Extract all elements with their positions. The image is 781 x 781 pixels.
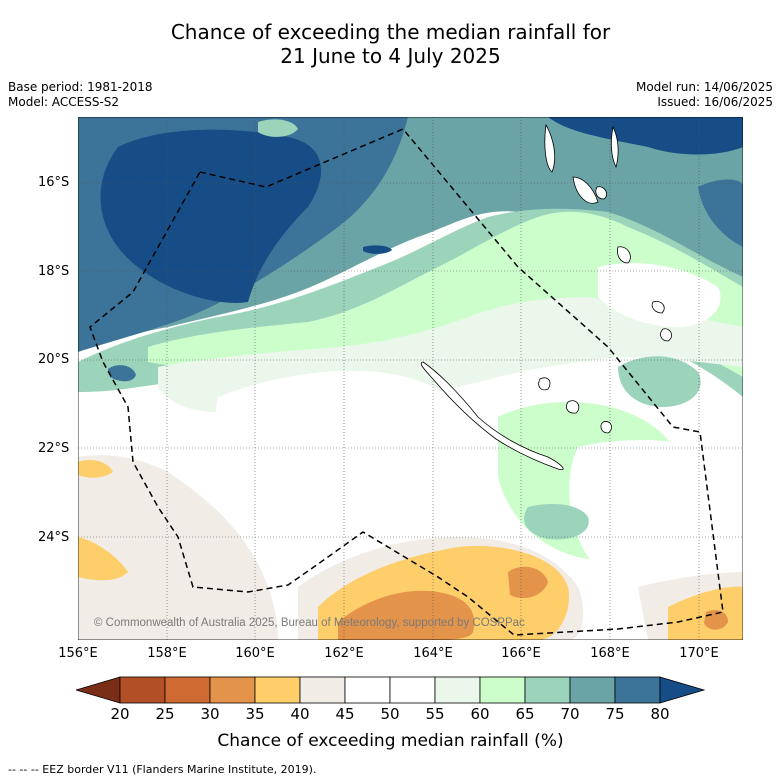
colorbar-cell [479, 676, 526, 704]
meta-left: Base period: 1981-2018 Model: ACCESS-S2 [8, 80, 153, 110]
band-80-east [548, 117, 743, 155]
patch-75-80-small [108, 365, 136, 382]
lon-label-166: 166°E [501, 646, 541, 661]
band-60-65 [148, 211, 743, 377]
lat-label-18: 18°S [38, 264, 70, 279]
band-45-55-se [569, 440, 737, 581]
vanuatu-island-7 [595, 186, 607, 200]
lon-label-170: 170°E [679, 646, 719, 661]
lat-label-20: 20°S [38, 352, 70, 367]
band-30-35-s [338, 590, 475, 640]
band-80-west [100, 129, 322, 303]
colorbar [76, 676, 706, 704]
loyalty-island-3 [600, 421, 612, 434]
colorbar-tick-label: 50 [380, 705, 400, 723]
title-line-2: 21 June to 4 July 2025 [280, 44, 501, 68]
model-run: Model run: 14/06/2025 [635, 80, 773, 94]
vanuatu-island-6 [660, 328, 672, 342]
band-30-35-s2 [508, 566, 548, 599]
vanuatu-island-3 [610, 125, 619, 169]
vanuatu-island-5 [651, 300, 665, 314]
lon-label-158: 158°E [147, 646, 187, 661]
vanuatu-island-1 [544, 123, 555, 173]
lat-label-24: 24°S [38, 530, 70, 545]
lat-label-16: 16°S [38, 175, 70, 190]
lon-label-164: 164°E [413, 646, 453, 661]
colorbar-tick-label: 40 [290, 705, 310, 723]
band-35-40-sw [78, 537, 128, 581]
colorbar-cell [344, 676, 391, 704]
lon-label-156: 156°E [58, 646, 98, 661]
colorbar-tick-label: 25 [155, 705, 175, 723]
colorbar-tick-label: 35 [245, 705, 265, 723]
title-line-1: Chance of exceeding the median rainfall … [170, 20, 611, 44]
vanuatu-island-2 [572, 176, 599, 204]
colorbar-cell [119, 676, 166, 704]
colorbar-extend-high [659, 676, 706, 704]
patch-65-70-se [524, 504, 589, 540]
model-name: Model: ACCESS-S2 [8, 95, 120, 109]
colorbar-extend-low [76, 676, 121, 704]
colorbar-cell [614, 676, 661, 704]
colorbar-tick-label: 75 [605, 705, 625, 723]
issued-date: Issued: 16/06/2025 [657, 95, 773, 109]
lon-label-168: 168°E [590, 646, 630, 661]
meta-right: Model run: 14/06/2025 Issued: 16/06/2025 [636, 80, 773, 110]
colorbar-label: Chance of exceeding median rainfall (%) [217, 731, 564, 751]
eez-legend-footer: -- -- -- EEZ border V11 (Flanders Marine… [8, 763, 317, 776]
colorbar-tick-label: 60 [470, 705, 490, 723]
band-45-55-center [216, 370, 461, 502]
probability-map: © Commonwealth of Australia 2025, Bureau… [78, 117, 743, 640]
colorbar-cell [299, 676, 346, 704]
vanuatu-island-4 [617, 246, 631, 264]
patch-80-small [363, 245, 392, 254]
colorbar-tick-label: 45 [335, 705, 355, 723]
colorbar-cell [524, 676, 571, 704]
colorbar-tick-label: 55 [425, 705, 445, 723]
colorbar-cell [434, 676, 481, 704]
band-45-55-east [598, 263, 721, 327]
colorbar-tick-label: 70 [560, 705, 580, 723]
colorbar-cell [569, 676, 616, 704]
band-35-40-se [668, 586, 743, 640]
band-35-40-sw2 [78, 460, 113, 478]
colorbar-tick-label: 30 [200, 705, 220, 723]
base-period: Base period: 1981-2018 [8, 80, 153, 94]
copyright-text: © Commonwealth of Australia 2025, Bureau… [94, 617, 525, 629]
lon-label-162: 162°E [324, 646, 364, 661]
band-75-80-east [698, 179, 743, 247]
colorbar-cell [389, 676, 436, 704]
colorbar-tick-label: 20 [110, 705, 130, 723]
patch-65-70-e [618, 356, 701, 407]
lat-label-22: 22°S [38, 441, 70, 456]
loyalty-island-2 [566, 400, 580, 414]
colorbar-cell [209, 676, 256, 704]
new-caledonia-island [420, 361, 564, 471]
colorbar-tick-label: 65 [515, 705, 535, 723]
colorbar-cell [164, 676, 211, 704]
loyalty-island-1 [538, 377, 551, 391]
lon-label-160: 160°E [235, 646, 275, 661]
patch-70-75-north [258, 119, 298, 137]
colorbar-tick-label: 80 [650, 705, 670, 723]
colorbar-cell [254, 676, 301, 704]
band-40-45-sw [78, 455, 278, 640]
eez-border [89, 128, 724, 636]
